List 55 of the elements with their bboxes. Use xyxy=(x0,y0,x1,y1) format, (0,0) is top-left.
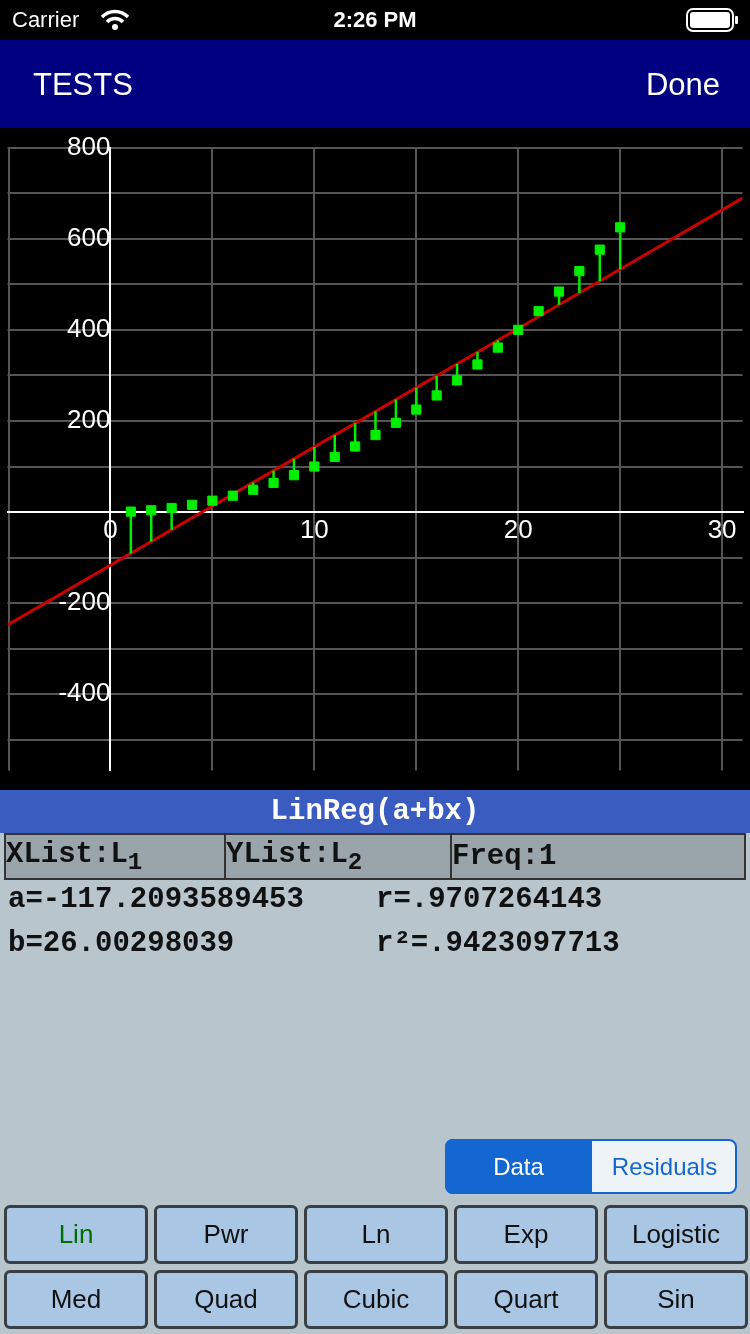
text: a=-117.2093589453 xyxy=(8,882,304,916)
point xyxy=(146,505,157,516)
point xyxy=(370,429,381,441)
y-tick-label: 800 xyxy=(67,130,111,161)
text: YList:L$_{2}$ xyxy=(226,837,363,876)
point xyxy=(350,441,361,452)
point xyxy=(309,461,320,472)
point xyxy=(227,490,238,501)
x-tick-label: 30 xyxy=(707,513,737,544)
y-tick-label: 400 xyxy=(67,313,111,344)
point xyxy=(329,451,340,463)
text: Cubic xyxy=(342,1284,410,1315)
text: TESTS xyxy=(33,67,133,103)
text: Quad xyxy=(194,1284,258,1315)
y-tick-label: -400 xyxy=(58,677,111,708)
text: r=.9707264143 xyxy=(376,882,603,916)
text: Quart xyxy=(493,1284,559,1315)
text: XList:L$_{1}$ xyxy=(6,837,143,876)
text: Residuals xyxy=(611,1152,718,1181)
point xyxy=(451,375,463,386)
text: Lin xyxy=(58,1219,94,1250)
text: Data xyxy=(493,1152,544,1181)
text: Med xyxy=(50,1284,102,1315)
text: Ln xyxy=(361,1219,391,1250)
text: Pwr xyxy=(203,1219,249,1250)
text: Freq:1 xyxy=(452,840,557,873)
text: r²=.9423097713 xyxy=(376,926,620,960)
point xyxy=(268,477,279,489)
point xyxy=(472,359,483,370)
text: Logistic xyxy=(631,1219,721,1250)
point xyxy=(431,390,442,401)
text: LinReg(a+bx) xyxy=(270,795,480,828)
point xyxy=(533,306,544,317)
y-tick-label: -200 xyxy=(58,586,111,617)
point xyxy=(553,286,565,297)
point xyxy=(186,499,198,510)
x-tick-label: 10 xyxy=(299,513,329,544)
point xyxy=(615,222,626,233)
text: Carrier xyxy=(12,7,80,33)
point xyxy=(125,506,136,517)
point xyxy=(411,404,422,415)
point xyxy=(574,265,585,277)
point xyxy=(207,495,218,506)
point xyxy=(166,502,177,514)
text: Sin xyxy=(657,1284,695,1315)
y-tick-label: 200 xyxy=(67,404,111,435)
point xyxy=(492,342,503,353)
y-tick-label: 600 xyxy=(67,221,111,252)
text: b=26.00298039 xyxy=(8,926,235,960)
text: 2:26 PM xyxy=(333,7,417,33)
text: Done xyxy=(645,67,720,103)
point xyxy=(513,324,524,335)
text: Exp xyxy=(503,1219,549,1250)
point xyxy=(594,244,605,255)
x-tick-label: 20 xyxy=(503,513,533,544)
